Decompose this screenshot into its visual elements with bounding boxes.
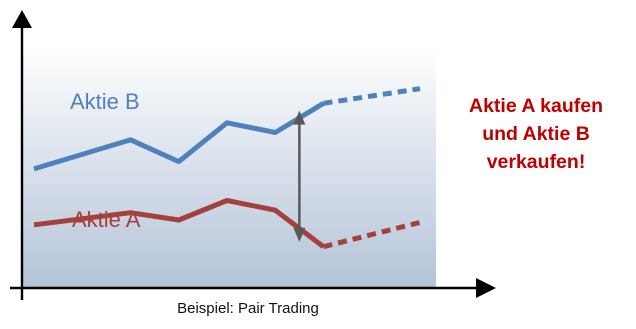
callout-text: Aktie A kaufen und Aktie B verkaufen! <box>468 95 603 173</box>
series-layer <box>33 86 421 250</box>
plot-background <box>22 45 436 288</box>
y-axis-arrowhead <box>12 10 32 28</box>
spread-arrow <box>293 110 306 242</box>
series-a-line <box>33 198 326 249</box>
chart-caption: Beispiel: Pair Trading <box>177 300 319 317</box>
series-b-projection-line <box>323 86 421 106</box>
x-axis-arrowhead <box>476 278 496 298</box>
spread-arrow-head-top <box>293 110 306 125</box>
series-label-a: Aktie A <box>72 207 141 232</box>
series-label-b: Aktie B <box>70 89 140 114</box>
spread-arrow-head-bottom <box>293 227 306 242</box>
series-a-projection-line <box>322 219 421 250</box>
series-b-line <box>33 101 325 172</box>
axes <box>10 10 496 300</box>
